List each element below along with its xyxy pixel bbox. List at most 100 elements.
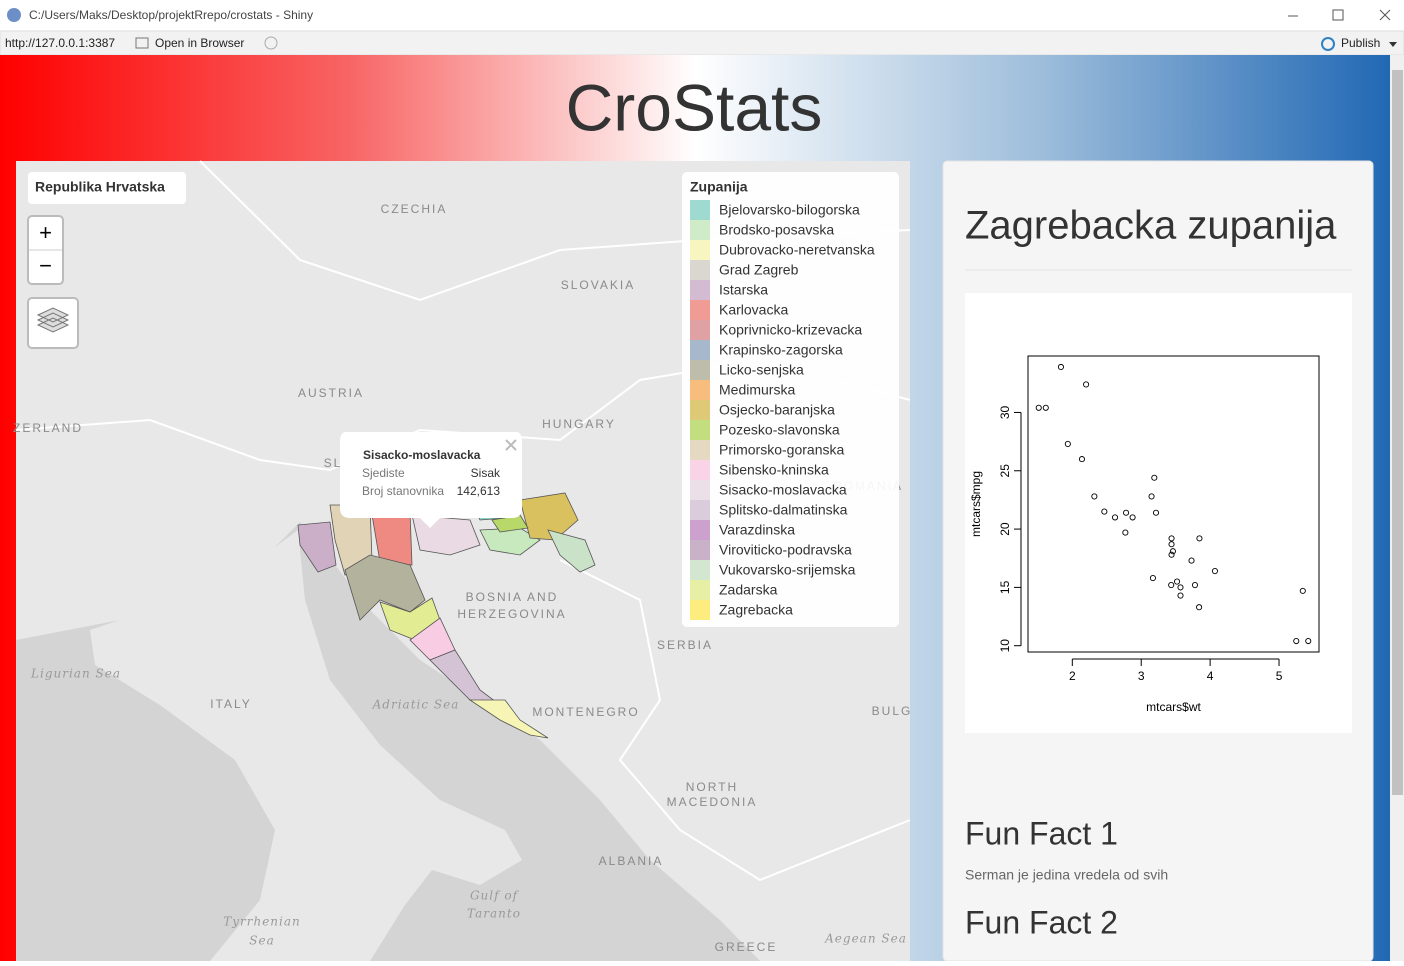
map-label: HERZEGOVINA — [457, 607, 566, 621]
close[interactable] — [1379, 9, 1391, 21]
y-tick-label: 20 — [998, 522, 1012, 536]
publish-menu[interactable] — [1389, 42, 1397, 47]
point — [1188, 557, 1195, 564]
point — [1123, 509, 1130, 516]
legend-swatch — [690, 300, 710, 320]
legend-swatch — [690, 580, 710, 600]
point — [1293, 637, 1300, 645]
x-tick-label: 5 — [1276, 669, 1283, 683]
point — [1152, 509, 1160, 516]
y-tick-label: 10 — [998, 639, 1012, 653]
point — [1057, 363, 1064, 371]
publish[interactable]: Publish — [1341, 36, 1380, 50]
scroll-thumb[interactable] — [1392, 70, 1403, 795]
point — [1122, 529, 1129, 536]
legend-label: Viroviticko-podravska — [719, 542, 852, 558]
point — [1211, 568, 1218, 575]
x-tick-label: 2 — [1069, 669, 1076, 683]
map-label: ZERLAND — [13, 421, 83, 435]
legend-swatch — [690, 560, 710, 580]
legend-label: Splitsko-dalmatinska — [719, 502, 848, 518]
map-label: SERBIA — [657, 638, 713, 652]
legend-swatch — [690, 400, 710, 420]
map-label: ALBANIA — [599, 854, 664, 868]
control-title: Republika Hrvatska — [35, 179, 165, 195]
legend-swatch — [690, 360, 710, 380]
y-tick-label: 25 — [998, 464, 1012, 478]
x-tick-label: 3 — [1138, 669, 1145, 683]
point — [1129, 514, 1136, 521]
legend-label: Medimurska — [719, 382, 795, 398]
open-in-browser[interactable]: Open in Browser — [155, 36, 244, 50]
maximize[interactable] — [1332, 9, 1344, 21]
legend-swatch — [690, 200, 710, 220]
legend-swatch — [690, 240, 710, 260]
point — [1299, 587, 1306, 594]
popup-close[interactable] — [505, 439, 517, 451]
legend-label: Zagrebacka — [719, 602, 793, 618]
point — [1168, 541, 1175, 548]
app-title: CroStats — [566, 70, 823, 144]
zoom-in[interactable]: + — [39, 220, 52, 245]
map-label: Tyrrhenian — [223, 915, 301, 929]
popup-value: Sisak — [471, 466, 501, 480]
point — [1042, 404, 1049, 411]
popup-value: 142,613 — [457, 484, 501, 498]
legend-label: Krapinsko-zagorska — [719, 342, 843, 358]
point — [1091, 493, 1098, 500]
border — [559, 559, 911, 882]
legend-label: Bjelovarsko-bilogorska — [719, 202, 860, 218]
fact-text: Serman je jedina vredela od svih — [965, 867, 1168, 883]
map-label: Adriatic Sea — [372, 698, 460, 712]
point — [1078, 456, 1086, 463]
county — [297, 521, 337, 573]
county — [429, 649, 501, 706]
popup — [340, 432, 522, 528]
legend-swatch — [690, 460, 710, 480]
legend-swatch — [690, 320, 710, 340]
legend-swatch — [690, 500, 710, 520]
map-label: MACEDONIA — [667, 795, 758, 809]
legend-label: Vukovarsko-srijemska — [719, 562, 856, 578]
point — [1168, 535, 1175, 542]
point — [1168, 551, 1175, 558]
legend-title: Zupanija — [690, 179, 748, 195]
zoom-out[interactable]: − — [39, 253, 52, 278]
legend-label: Varazdinska — [719, 522, 795, 538]
map-label: GREECE — [715, 940, 778, 954]
point — [1305, 637, 1312, 645]
point — [1101, 508, 1108, 515]
legend-swatch — [690, 380, 710, 400]
point — [1064, 440, 1071, 447]
refresh[interactable] — [264, 36, 278, 50]
italy-land — [90, 530, 522, 961]
x-axis-label: mtcars$wt — [1146, 700, 1201, 714]
legend-swatch — [690, 260, 710, 280]
y-tick-label: 30 — [998, 405, 1012, 419]
map-label: Taranto — [467, 907, 521, 921]
map[interactable]: CZECHIASLOVAKIAAUSTRIAHUNGARYZERLANDSLRO… — [13, 160, 912, 961]
legend-swatch — [690, 280, 710, 300]
map-label: ITALY — [210, 697, 252, 711]
url[interactable]: http://127.0.0.1:3387 — [5, 36, 115, 50]
point — [1191, 582, 1199, 589]
map-label: Aegean Sea — [824, 932, 907, 946]
point — [1173, 578, 1181, 585]
county — [468, 699, 549, 739]
map-label: Sea — [249, 934, 274, 948]
point — [1151, 474, 1158, 481]
legend-swatch — [690, 520, 710, 540]
y-axis-label: mtcars$mpg — [969, 471, 983, 537]
layers-icon — [36, 307, 70, 333]
point — [1083, 381, 1090, 388]
map-label: AUSTRIA — [298, 386, 364, 400]
legend-swatch — [690, 600, 710, 620]
map-label: Gulf of — [470, 889, 520, 903]
fact-title: Fun Fact 2 — [965, 904, 1118, 940]
y-tick-label: 15 — [998, 580, 1012, 594]
popup-title: Sisacko-moslavacka — [363, 448, 481, 462]
legend-swatch — [690, 440, 710, 460]
legend-label: Osjecko-baranjska — [719, 402, 835, 418]
legend-label: Istarska — [719, 282, 768, 298]
